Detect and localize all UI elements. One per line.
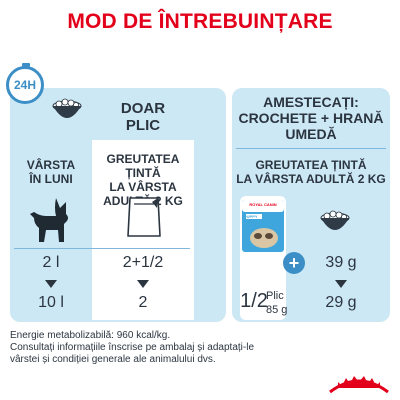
header-line: DOAR [120,100,166,117]
pouch-brand: ROYAL CANIN [249,202,277,207]
food-bowl-icon [52,98,82,118]
single-pouch-header: DOAR PLIC [92,100,194,134]
age-label-line: ÎN LUNI [29,172,73,186]
plic-fraction: 1/2 [240,290,268,312]
footer-line: vârstei și condiției generale ale animal… [10,354,216,365]
mixed-feeding-header: AMESTECAȚI: CROCHETE + HRANĂ UMEDĂ [232,94,390,142]
pouch-label: PUPPY [244,214,258,219]
arrow-down-icon [137,280,149,288]
pouch-icon [127,197,161,237]
pouch-value: 2+1/2 [122,254,164,271]
age-value: 2 l [42,254,60,271]
footer-notes: Energie metabolizabilă: 960 kcal/kg. Con… [10,330,310,366]
kibble-value: 39 g [325,254,357,271]
header-line: PLIC [125,117,161,134]
footer-line: Consultați informațiile înscrise pe amba… [10,342,255,353]
page-title: MOD DE ÎNTREBUINȚARE [67,10,333,33]
age-label-line: VÂRSTA [26,158,76,172]
target-weight-label: GREUTATEA ȚINTĂ LA VÂRSTA ADULTĂ 2 KG [232,158,390,186]
row-divider [14,248,190,249]
age-value: 10 l [38,294,64,311]
age-label: VÂRSTA ÎN LUNI [14,158,88,186]
royal-canin-logo [329,376,389,394]
puppy-icon [30,198,68,242]
arrow-down-icon [335,280,347,288]
header-divider [236,148,386,149]
food-bowl-icon [320,210,350,230]
plic-word: Plic [266,290,284,302]
weight-label-line: LA VÂRSTA [109,180,177,194]
header-line: CROCHETE + HRANĂ [238,110,384,126]
weight-label-line: GREUTATEA ȚINTĂ [255,158,367,172]
footer-line: Energie metabolizabilă: 960 kcal/kg. [10,330,171,341]
plus-icon: + [283,252,305,274]
weight-label-line: GREUTATEA ȚINTĂ [106,152,180,180]
stopwatch-icon: 24H [6,63,44,104]
badge-label: 24H [13,78,36,92]
kibble-value: 29 g [325,294,357,311]
royal-canin-pouch-image [242,200,284,252]
weight-label-line: LA VÂRSTA ADULTĂ 2 KG [236,172,386,186]
plic-weight: 85 g [266,304,288,316]
header-line: AMESTECAȚI: [263,94,359,110]
header-line: UMEDĂ [285,126,337,142]
arrow-down-icon [45,280,57,288]
pouch-value: 2 [138,294,148,311]
